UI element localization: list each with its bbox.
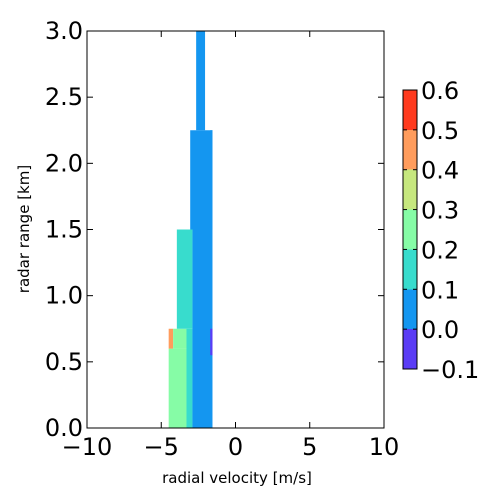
colorbar: −0.1 0.0 0.1 0.2 0.3 0.4 0.5 0.6 — [402, 77, 479, 384]
data-cell-1 — [168, 328, 174, 349]
x-tick-label-3: 5 — [302, 433, 317, 461]
data-cell-2 — [173, 328, 187, 349]
data-cell-0 — [168, 348, 187, 428]
x-tick-labels: −10 −5 0 5 10 — [62, 433, 400, 461]
data-layer — [168, 31, 213, 428]
x-tick-label-0: −10 — [62, 433, 113, 461]
data-cell-3 — [186, 328, 193, 428]
colorbar-tick-label-3: 0.2 — [421, 236, 459, 264]
colorbar-tick-label-1: 0.0 — [421, 316, 459, 344]
data-cell-10 — [196, 31, 206, 131]
x-tick-label-2: 0 — [228, 433, 243, 461]
colorbar-gradient — [403, 90, 417, 369]
colorbar-tick-label-6: 0.5 — [421, 117, 459, 145]
data-cell-7 — [186, 229, 193, 329]
colorbar-tick-labels: −0.1 0.0 0.1 0.2 0.3 0.4 0.5 0.6 — [421, 77, 479, 384]
x-axis-label: radial velocity [m/s] — [162, 469, 312, 487]
y-tick-label-5: 2.5 — [45, 83, 83, 111]
data-cell-4 — [192, 229, 213, 428]
y-tick-label-0: 0.0 — [45, 414, 83, 442]
colorbar-tick-label-5: 0.4 — [421, 157, 459, 185]
y-tick-label-4: 2.0 — [45, 149, 83, 177]
y-tick-label-3: 1.5 — [45, 216, 83, 244]
data-cell-8 — [190, 130, 213, 230]
x-tick-label-4: 10 — [369, 433, 400, 461]
colorbar-tick-label-4: 0.3 — [421, 197, 459, 225]
data-cell-9 — [210, 130, 213, 230]
data-cell-6 — [176, 229, 187, 329]
data-cell-5 — [210, 328, 213, 356]
colorbar-tick-label-7: 0.6 — [421, 77, 459, 105]
colorbar-tick-label-2: 0.1 — [421, 276, 459, 304]
y-tick-label-1: 0.5 — [45, 348, 83, 376]
plot-frame — [86, 30, 385, 429]
y-tick-label-2: 1.0 — [45, 282, 83, 310]
y-tick-labels: 0.0 0.5 1.0 1.5 2.0 2.5 3.0 — [45, 17, 83, 442]
y-tick-label-6: 3.0 — [45, 17, 83, 45]
x-tick-label-1: −5 — [144, 433, 179, 461]
plot-background — [87, 31, 384, 428]
y-axis-label: radar range [km] — [15, 165, 33, 293]
colorbar-tick-label-0: −0.1 — [421, 356, 479, 384]
colorbar-frame — [402, 89, 418, 370]
